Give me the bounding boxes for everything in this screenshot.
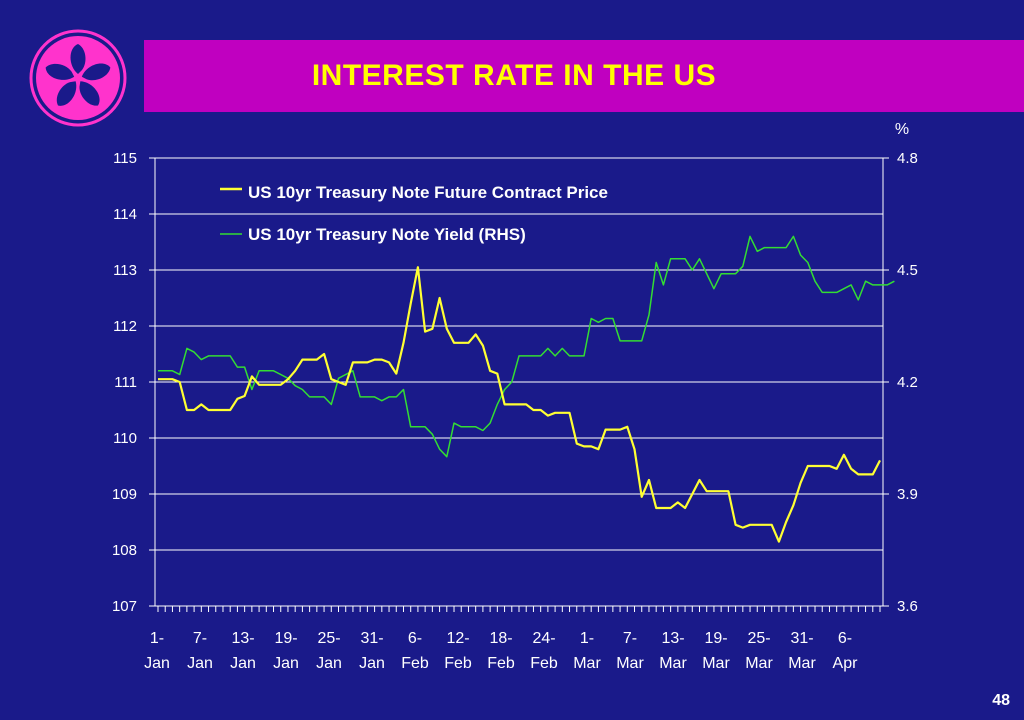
x-tick-label: Feb: [444, 655, 472, 672]
x-tick-label: 18-: [489, 630, 512, 647]
series-line-yield: [158, 235, 895, 458]
page-title: INTEREST RATE IN THE US: [311, 59, 717, 92]
x-tick-label: 1-: [150, 630, 164, 647]
x-tick-label: Jan: [187, 655, 213, 672]
x-tick-label: Jan: [273, 655, 299, 672]
x-tick-label: 31-: [790, 630, 813, 647]
x-tick-label: Mar: [616, 655, 644, 672]
legend-label-price: US 10yr Treasury Note Future Contract Pr…: [248, 183, 608, 202]
y-right-tick-label: 4.5: [897, 262, 918, 279]
x-tick-label: 7-: [623, 630, 637, 647]
x-tick-label: 6-: [838, 630, 852, 647]
y-left-tick-label: 109: [112, 486, 137, 503]
x-tick-label: 7-: [193, 630, 207, 647]
bauhinia-flower-icon: [29, 29, 127, 127]
x-tick-label: 1-: [580, 630, 594, 647]
y-left-tick-label: 107: [112, 598, 137, 615]
series-line-price: [158, 266, 881, 543]
x-tick-label: Jan: [144, 655, 170, 672]
x-tick-label: Mar: [788, 655, 816, 672]
y-left-tick-label: 112: [113, 318, 137, 335]
title-bar: INTEREST RATE IN THE US: [144, 40, 1024, 112]
x-tick-label: Mar: [659, 655, 687, 672]
y-right-tick-label: 4.8: [897, 150, 918, 167]
x-tick-label: 12-: [446, 630, 469, 647]
y-left-tick-label: 114: [113, 206, 137, 223]
x-tick-label: 19-: [274, 630, 297, 647]
y-right-tick-label: 4.2: [897, 374, 918, 391]
y-left-tick-label: 113: [113, 262, 137, 279]
x-tick-label: Mar: [745, 655, 773, 672]
page-number: 48: [992, 692, 1010, 709]
y-left-tick-label: 108: [112, 542, 137, 559]
x-tick-label: 24-: [532, 630, 555, 647]
x-tick-label: Feb: [487, 655, 515, 672]
x-tick-label: Feb: [401, 655, 429, 672]
x-tick-label: 13-: [231, 630, 254, 647]
y-right-unit-label: %: [895, 121, 909, 138]
x-tick-label: 31-: [360, 630, 383, 647]
y-left-tick-label: 111: [114, 374, 137, 391]
x-tick-label: 19-: [704, 630, 727, 647]
x-tick-label: Mar: [702, 655, 730, 672]
x-tick-label: 25-: [317, 630, 340, 647]
x-tick-label: Jan: [230, 655, 256, 672]
x-tick-label: 6-: [408, 630, 422, 647]
y-left-tick-label: 115: [113, 150, 137, 167]
x-tick-label: Apr: [833, 655, 859, 672]
y-right-tick-label: 3.6: [897, 598, 918, 615]
legend-label-yield: US 10yr Treasury Note Yield (RHS): [248, 225, 526, 244]
x-tick-label: Jan: [316, 655, 342, 672]
x-tick-label: 25-: [747, 630, 770, 647]
x-tick-label: Jan: [359, 655, 385, 672]
x-tick-label: 13-: [661, 630, 684, 647]
x-tick-label: Mar: [573, 655, 601, 672]
y-left-tick-label: 110: [113, 430, 137, 447]
x-tick-label: Feb: [530, 655, 558, 672]
y-right-tick-label: 3.9: [897, 486, 918, 503]
